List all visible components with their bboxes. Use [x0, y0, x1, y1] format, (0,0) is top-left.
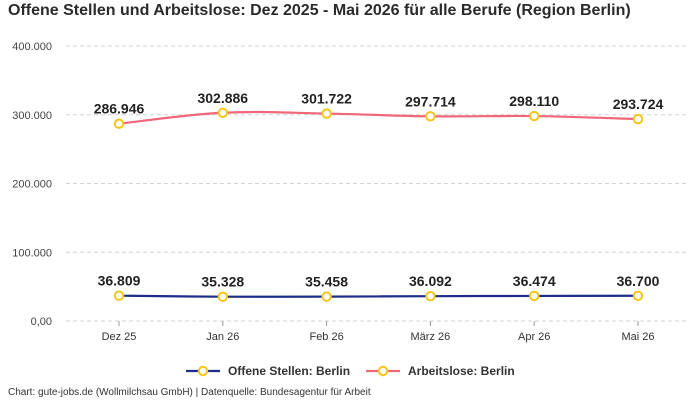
arbeitslose-legend-marker [377, 365, 389, 377]
offene-stellen-data-label: 35.458 [305, 274, 348, 290]
y-tick-label: 100.000 [12, 247, 52, 259]
offene-stellen-data-label: 35.328 [201, 274, 244, 290]
offene-stellen-point[interactable] [425, 290, 436, 302]
arbeitslose-point[interactable] [217, 107, 229, 118]
data-label-layer: 36.809 35.328 35.458 36.092 36.474 36.700 286.… [94, 90, 664, 290]
chart-title: Offene Stellen und Arbeitslose: Dez 2025… [8, 2, 631, 19]
x-tick-label: Jan 26 [206, 331, 239, 343]
arbeitslose-data-label: 298.110 [509, 93, 559, 109]
arbeitslose-legend-label[interactable]: Arbeitslose: Berlin [408, 364, 515, 378]
x-tick-label: März 26 [411, 331, 451, 343]
arbeitslose-data-label: 286.946 [94, 101, 145, 117]
arbeitslose-data-label: 297.714 [405, 93, 456, 109]
y-tick-label: 300.000 [12, 110, 52, 122]
offene-stellen-point[interactable] [113, 290, 125, 301]
arbeitslose-data-label: 301.722 [301, 91, 352, 107]
offene-stellen-data-label: 36.700 [617, 273, 660, 289]
offene-stellen-data-label: 36.809 [98, 273, 141, 289]
arbeitslose-line [118, 110, 639, 125]
series-layer [118, 110, 639, 298]
arbeitslose-data-label: 293.724 [613, 96, 664, 112]
offene-stellen-line [118, 294, 639, 298]
arbeitslose-data-label: 302.886 [197, 90, 248, 106]
x-tick-label: Apr 26 [518, 331, 550, 343]
arbeitslose-point[interactable] [425, 111, 436, 122]
offene-stellen-data-label: 36.474 [513, 273, 556, 289]
offene-stellen-legend-label[interactable]: Offene Stellen: Berlin [228, 364, 350, 378]
y-tick-label: 400.000 [12, 41, 52, 53]
x-tick-label: Dez 25 [102, 331, 137, 343]
y-tick-label: 200.000 [12, 179, 52, 191]
y-tick-label: 0,00 [31, 316, 52, 328]
offene-stellen-legend-marker [197, 365, 209, 377]
arbeitslose-point[interactable] [113, 118, 125, 129]
arbeitslose-point[interactable] [529, 110, 540, 122]
marker-layer [113, 107, 644, 302]
arbeitslose-point[interactable] [321, 108, 332, 119]
arbeitslose-point[interactable] [632, 113, 644, 125]
chart-footer: Chart: gute-jobs.de (Wollmilchsau GmbH) … [8, 387, 371, 398]
grid-layer: 0,00 100.000 200.000 300.000 400.000 Dez 25 Ja… [12, 41, 688, 343]
legend: Offene Stellen: Berlin Arbeitslose: Berli… [186, 364, 515, 378]
offene-stellen-point[interactable] [217, 291, 229, 302]
offene-stellen-point[interactable] [321, 291, 332, 302]
x-tick-label: Feb 26 [309, 331, 343, 343]
offene-stellen-point[interactable] [529, 290, 540, 302]
x-tick-label: Mai 26 [621, 331, 654, 343]
offene-stellen-data-label: 36.092 [409, 273, 452, 289]
offene-stellen-point[interactable] [632, 290, 644, 301]
